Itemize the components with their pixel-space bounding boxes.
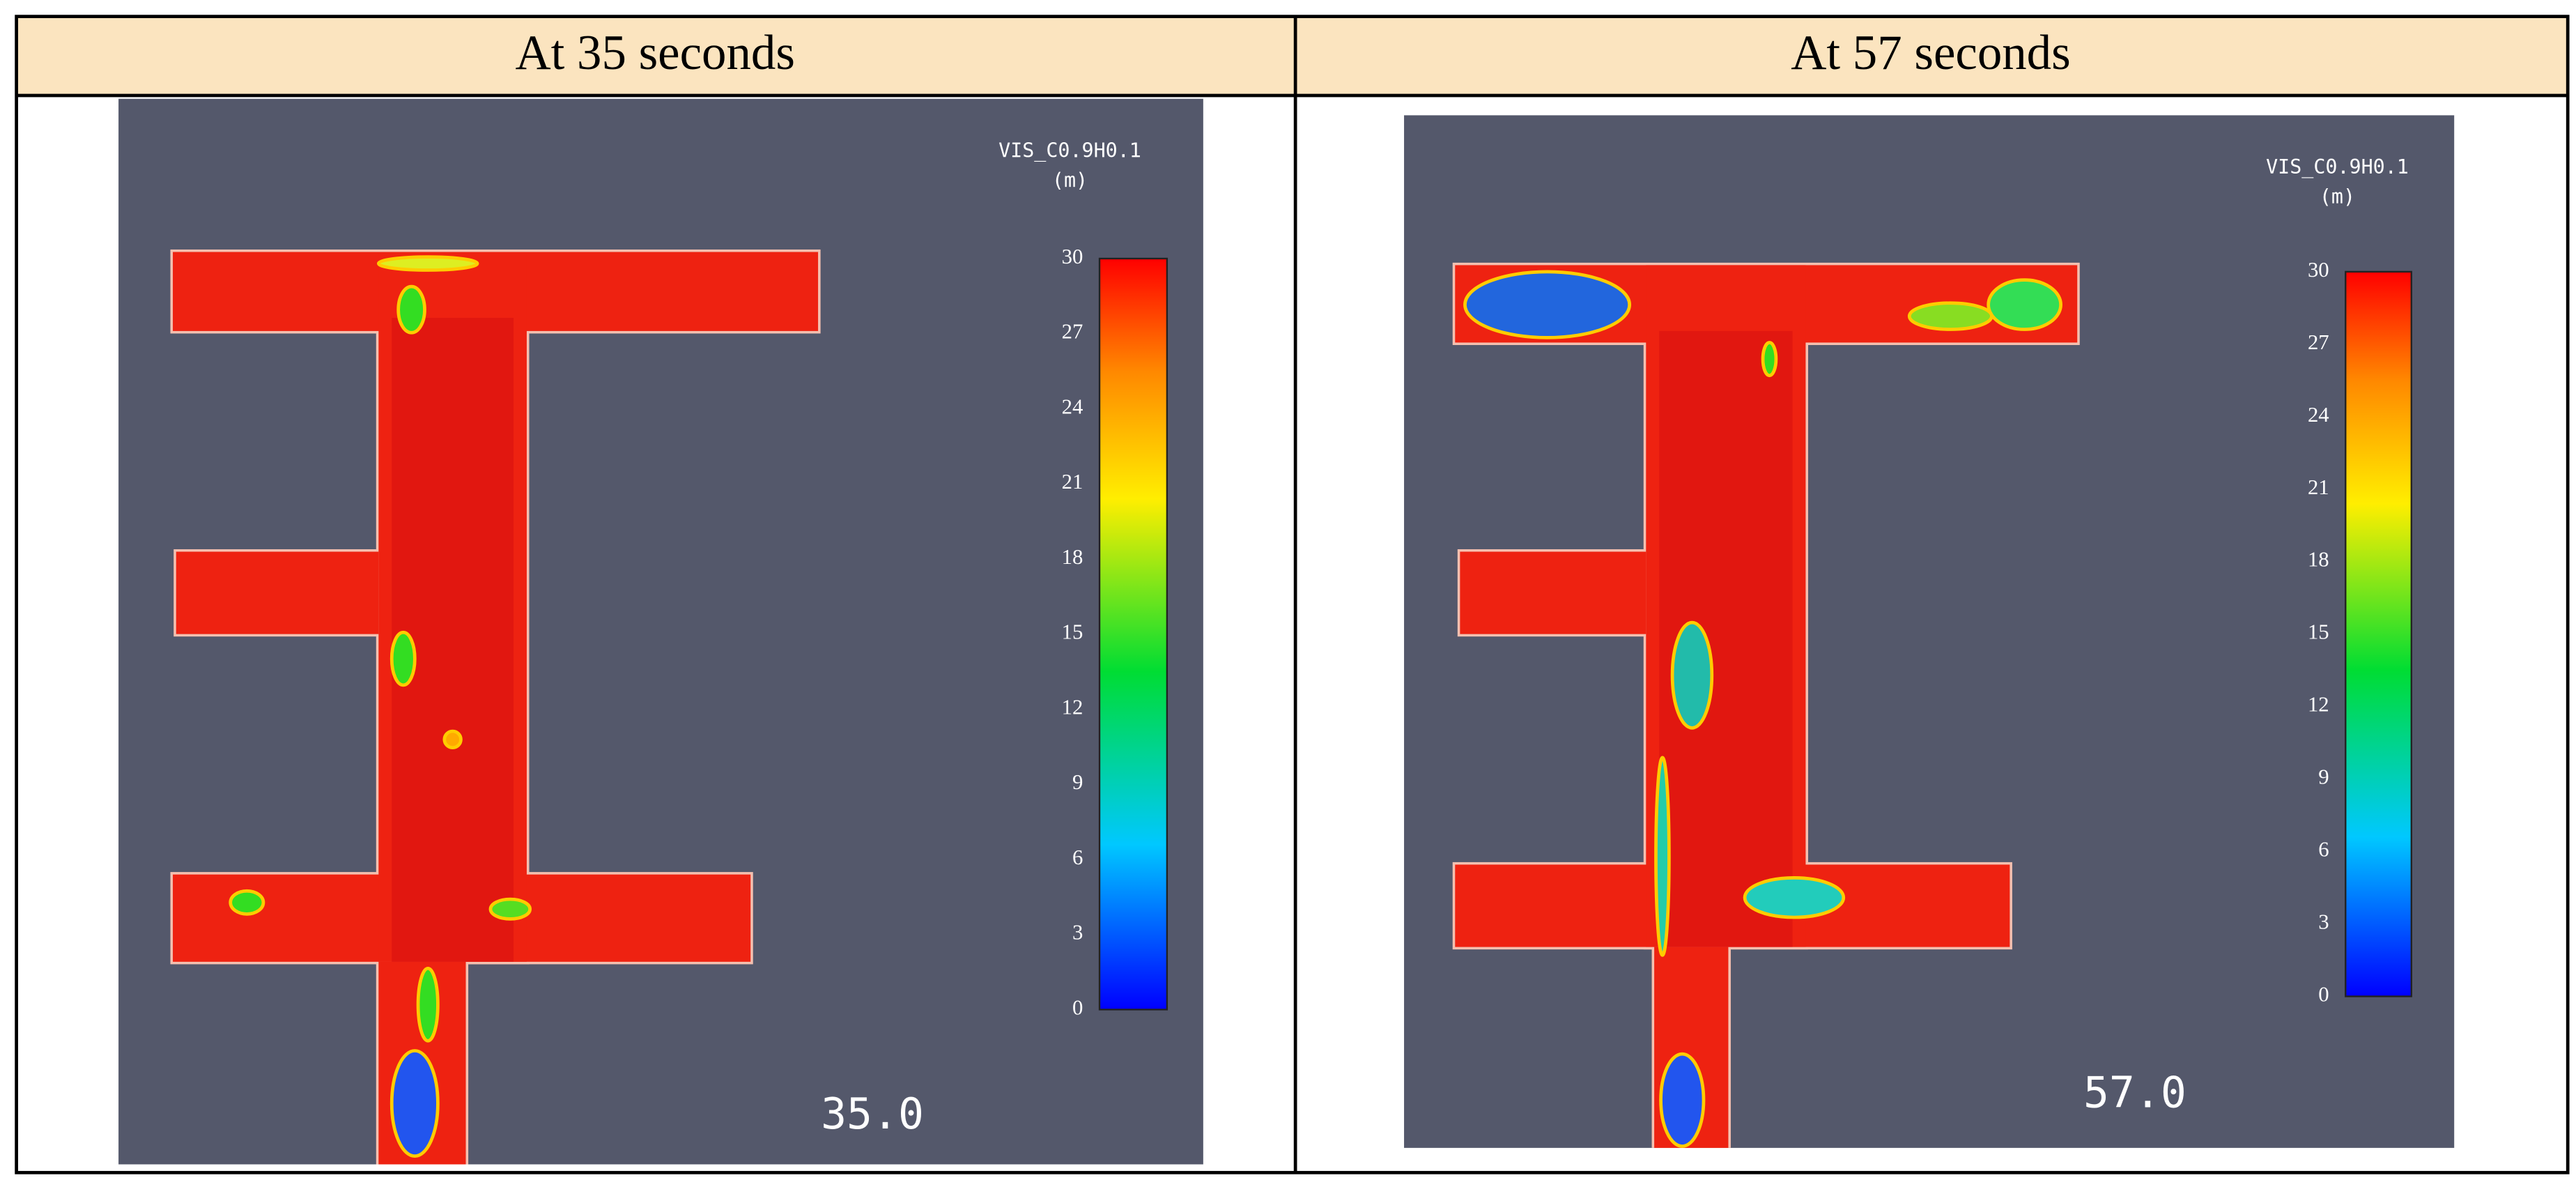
colorbar-tick-label: 12 [1062, 695, 1083, 719]
colorbar-tick-label: 30 [2308, 258, 2329, 282]
colorbar-tick-label: 0 [1072, 995, 1083, 1019]
time-label: 35.0 [821, 1089, 924, 1139]
colorbar-tick-label: 9 [2318, 765, 2329, 789]
colorbar-tick-label: 3 [1072, 921, 1083, 944]
visibility-patch [488, 897, 532, 921]
colorbar [2345, 270, 2412, 997]
visibility-patch [1743, 875, 1846, 919]
visibility-patch [1659, 1052, 1706, 1148]
colorbar-tick-label: 27 [2308, 330, 2329, 354]
visibility-patch [376, 255, 479, 272]
visibility-patch [1987, 278, 2062, 331]
colorbar-tick-label: 21 [1062, 470, 1083, 493]
header-cell: At 57 seconds [1791, 26, 2070, 80]
legend-unit: (m) [1052, 169, 1088, 192]
colorbar-tick-label: 6 [1072, 845, 1083, 869]
legend-unit: (m) [2320, 185, 2355, 208]
corridor [1460, 551, 1646, 634]
header-row [16, 16, 2568, 96]
legend-title: VIS_C0.9H0.1 [998, 139, 1141, 162]
colorbar-tick-label: 24 [2308, 403, 2329, 427]
colorbar-tick-label: 15 [2308, 620, 2329, 644]
time-label: 57.0 [2083, 1068, 2186, 1117]
visibility-patch [390, 1049, 440, 1158]
legend-title: VIS_C0.9H0.1 [2266, 155, 2409, 179]
colorbar-tick-label: 18 [1062, 545, 1083, 569]
colorbar-tick-label: 21 [2308, 475, 2329, 499]
corridor [176, 551, 379, 634]
visibility-patch [1670, 620, 1714, 730]
colorbar-tick-label: 0 [2318, 983, 2329, 1007]
visibility-patch [390, 630, 417, 687]
visibility-patch [442, 729, 463, 750]
colorbar-tick-label: 12 [2308, 693, 2329, 717]
colorbar-tick-label: 6 [2318, 838, 2329, 862]
colorbar [1098, 257, 1169, 1011]
colorbar-tick-label: 24 [1062, 395, 1083, 418]
visibility-patch [396, 284, 426, 335]
visibility-patch [1907, 301, 1993, 331]
colorbar-tick-label: 27 [1062, 320, 1083, 344]
colorbar-tick-label: 9 [1072, 770, 1083, 794]
visibility-patch [229, 889, 265, 916]
colorbar-tick-label: 30 [1062, 245, 1083, 268]
colorbar-tick-label: 18 [2308, 548, 2329, 572]
table-border [15, 15, 2570, 1174]
colorbar-tick-label: 15 [1062, 620, 1083, 644]
header-cell: At 35 seconds [515, 26, 794, 80]
panels: VIS_C0.9H0.1(m)30272421181512963035.0VIS… [118, 98, 2455, 1165]
visibility-patch [1761, 341, 1778, 378]
visibility-patch [1463, 270, 1632, 339]
colorbar-tick-label: 3 [2318, 910, 2329, 934]
visibility-patch [1654, 756, 1671, 957]
visibility-patch [416, 966, 440, 1043]
